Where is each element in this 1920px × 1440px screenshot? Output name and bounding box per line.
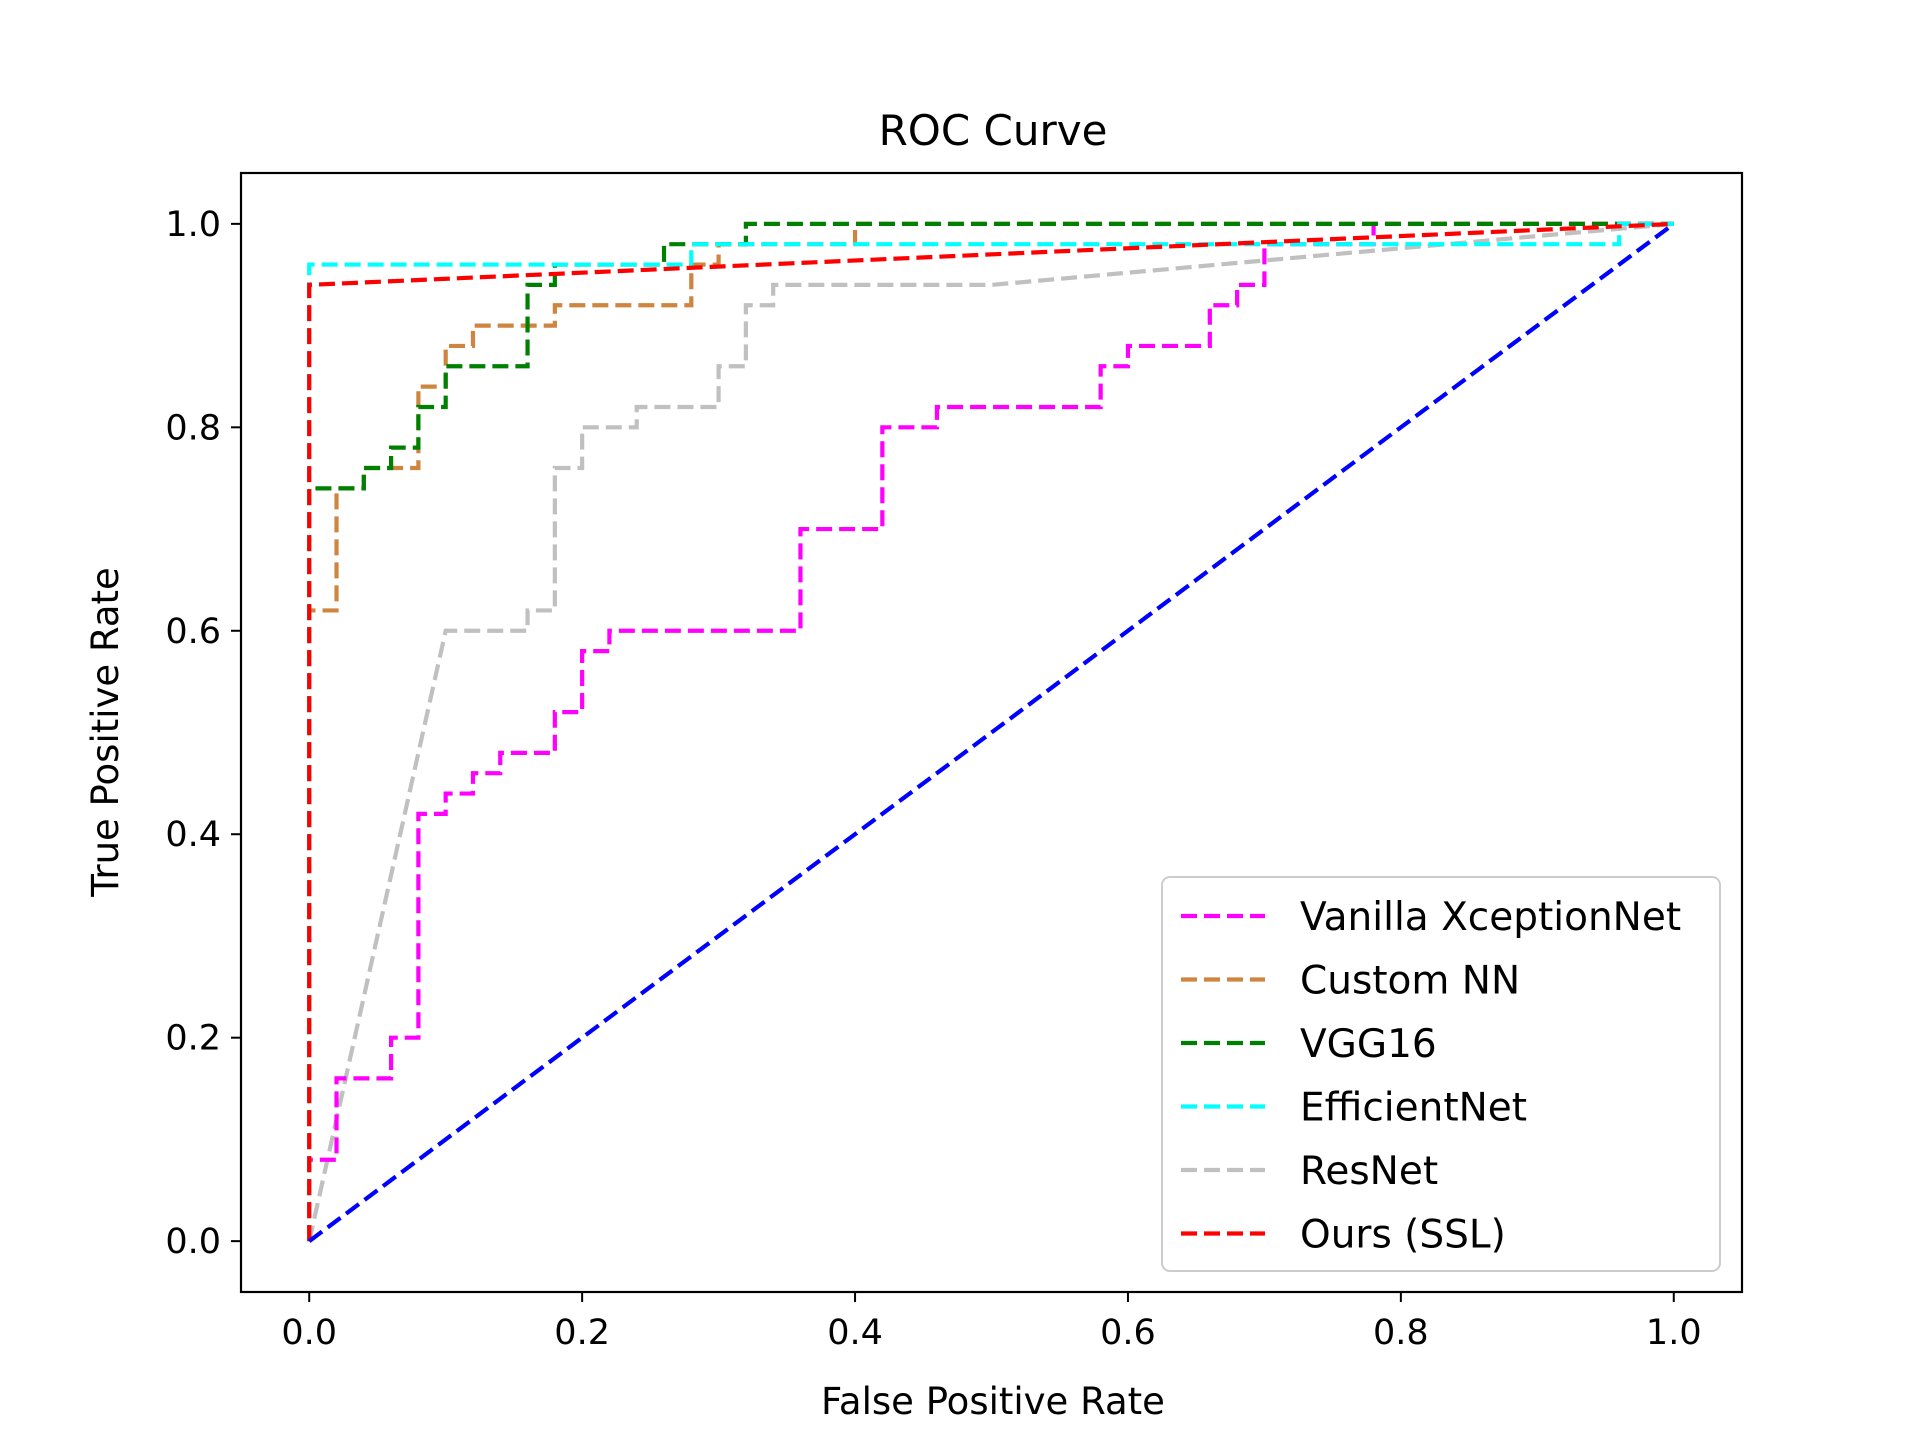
legend-label: Ours (SSL) — [1300, 1213, 1506, 1258]
y-axis-ticks: 0.0 0.2 0.4 0.6 0.8 1.0 — [165, 205, 241, 1262]
legend-label: VGG16 — [1300, 1022, 1437, 1067]
legend-label: Vanilla XceptionNet — [1300, 895, 1681, 940]
legend-box — [1161, 876, 1721, 1272]
x-tick-label: 0.6 — [1100, 1313, 1156, 1353]
x-tick-label: 0.2 — [554, 1313, 610, 1353]
x-tick-label: 1.0 — [1646, 1313, 1702, 1353]
y-tick-label: 0.2 — [165, 1019, 221, 1059]
x-tick-label: 0.8 — [1373, 1313, 1429, 1353]
x-tick-label: 0.0 — [281, 1313, 337, 1353]
legend-label: Custom NN — [1300, 959, 1520, 1004]
plot-frame — [239, 171, 1744, 1294]
series-line-vanilla-xceptionnet — [307, 221, 1674, 1242]
series-line-chance-diagonal — [307, 222, 1676, 1243]
x-axis-ticks: 0.0 0.2 0.4 0.6 0.8 1.0 — [281, 1292, 1702, 1353]
y-tick-label: 0.4 — [165, 815, 221, 855]
legend-label: EfficientNet — [1300, 1086, 1527, 1131]
curves-layer — [307, 221, 1676, 1243]
y-tick-label: 1.0 — [165, 205, 221, 245]
series-line-resnet — [307, 221, 1674, 1242]
series-line-efficientnet — [307, 221, 1674, 1242]
y-axis-label: True Positive Rate — [84, 567, 127, 898]
legend: Vanilla XceptionNet Custom NN VGG16 Efficie… — [1161, 876, 1721, 1272]
chart-title: ROC Curve — [879, 106, 1108, 155]
x-tick-label: 0.4 — [827, 1313, 883, 1353]
series-line-ours-ssl — [307, 221, 1674, 1242]
y-tick-label: 0.8 — [165, 408, 221, 448]
x-axis-label: False Positive Rate — [821, 1380, 1165, 1423]
y-tick-label: 0.6 — [165, 612, 221, 652]
legend-label: ResNet — [1300, 1149, 1438, 1194]
y-tick-label: 0.0 — [165, 1222, 221, 1262]
